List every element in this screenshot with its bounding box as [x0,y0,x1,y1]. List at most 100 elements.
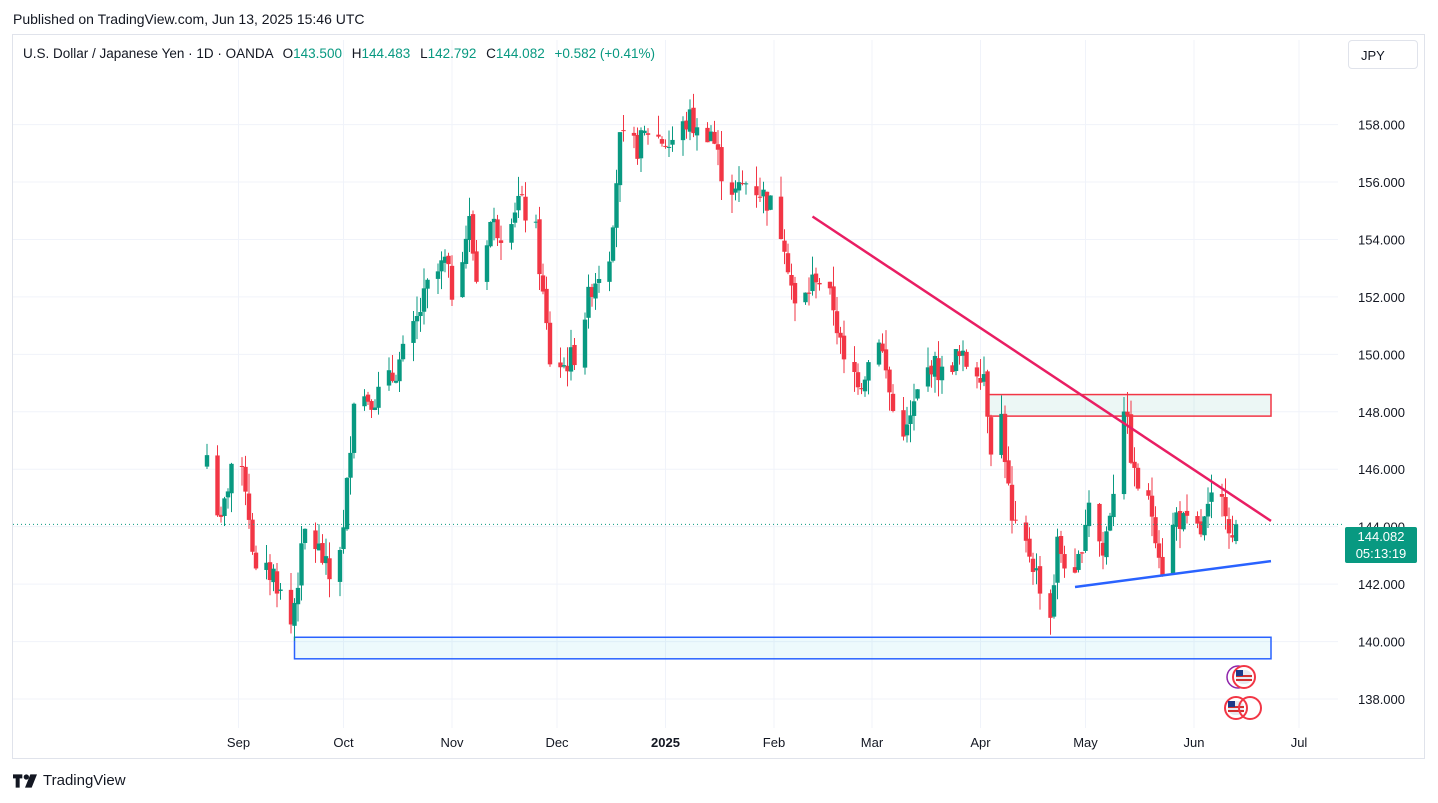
y-tick-label: 152.000 [1358,290,1405,305]
candle-body [351,403,357,453]
candle-body [1006,460,1011,484]
candle-body [761,189,766,197]
x-tick-label: Sep [227,735,250,750]
candle-body [817,282,822,285]
candle-body [484,245,490,282]
candle-body [463,238,469,264]
candle-body [467,216,472,241]
candle-body [705,127,710,143]
candle-body [565,365,570,372]
candle-body [271,568,276,583]
candle-body [638,130,644,159]
candle-body [1121,411,1127,495]
candle-body [558,362,563,368]
candle-body [915,389,920,399]
candle-body [204,455,210,467]
candle-body [1055,536,1060,583]
candle-body [1149,495,1155,517]
y-tick-label: 146.000 [1358,462,1405,477]
candle-body [715,144,721,150]
candle-body [957,351,962,357]
candle-body [841,335,847,360]
candle-body [435,271,441,279]
candle-body [1125,411,1130,416]
support-zone [293,636,1272,660]
candle-body [516,195,521,211]
candle-body [663,145,668,147]
currency-button[interactable]: JPY [1348,40,1418,69]
x-tick-label: Jul [1291,735,1308,750]
candle-body [1135,467,1141,489]
candle-body [439,260,444,272]
candle-body [778,196,784,240]
candle-body [719,147,724,182]
candle-body [218,514,224,517]
chart-frame[interactable] [12,34,1425,759]
candle-body [740,183,745,185]
marker-stack-ring [1238,696,1262,720]
candle-body [386,370,392,386]
candle-body [362,396,367,407]
candle-body [292,602,297,626]
flag-stripe [1228,706,1244,708]
candle-body [474,251,479,282]
candle-body [1233,524,1239,542]
candle-body [341,527,346,550]
candle-body [1030,558,1036,572]
candle-body [498,240,504,243]
candle-body [533,221,539,223]
candle-body [754,186,759,196]
flag-stripe [1236,675,1252,677]
candle-body [561,365,567,367]
x-tick-label: Apr [970,735,991,750]
candle-body [449,265,455,300]
candle-body [659,139,665,144]
candle-body [215,455,220,516]
candle-body [614,183,619,228]
candle-body [582,319,588,368]
candle-body [792,282,798,304]
candle-body [904,424,910,436]
candle-body [299,543,304,586]
candle-body [390,372,395,381]
candle-body [642,130,647,133]
candle-body [876,342,882,365]
candle-body [1048,593,1053,618]
candle-body [925,367,931,387]
candle-body [1002,413,1008,463]
footer-brand[interactable]: TradingView [13,772,126,789]
candle-body [316,543,322,551]
x-tick-label: Nov [440,735,464,750]
candle-body [782,240,787,252]
candle-body [589,287,595,297]
candle-body [1034,568,1039,571]
candle-body [344,477,350,530]
footer-brand-text: TradingView [43,772,126,789]
y-tick-label: 142.000 [1358,577,1405,592]
candle-body [320,543,325,563]
candle-body [887,369,892,393]
candle-body [666,146,672,148]
candle-body [813,273,819,283]
candle-body [607,261,612,282]
candle-body [708,131,714,141]
candle-body [985,371,990,417]
candle-body [974,367,980,377]
low-label: L [420,46,428,61]
candle-body [1153,517,1158,544]
candle-body [1174,512,1179,527]
candle-body [519,194,525,196]
candle-body [1013,519,1018,521]
candle-body [414,316,420,322]
candle-body [743,183,749,185]
candle-body [960,350,966,356]
candle-body [789,274,794,286]
candle-body [1083,524,1088,551]
event-markers [1224,665,1262,720]
high-label: H [351,46,362,61]
candle-body [1009,484,1015,521]
candle-body [537,219,542,275]
candle-body [1195,516,1200,524]
candle-body [621,130,626,132]
